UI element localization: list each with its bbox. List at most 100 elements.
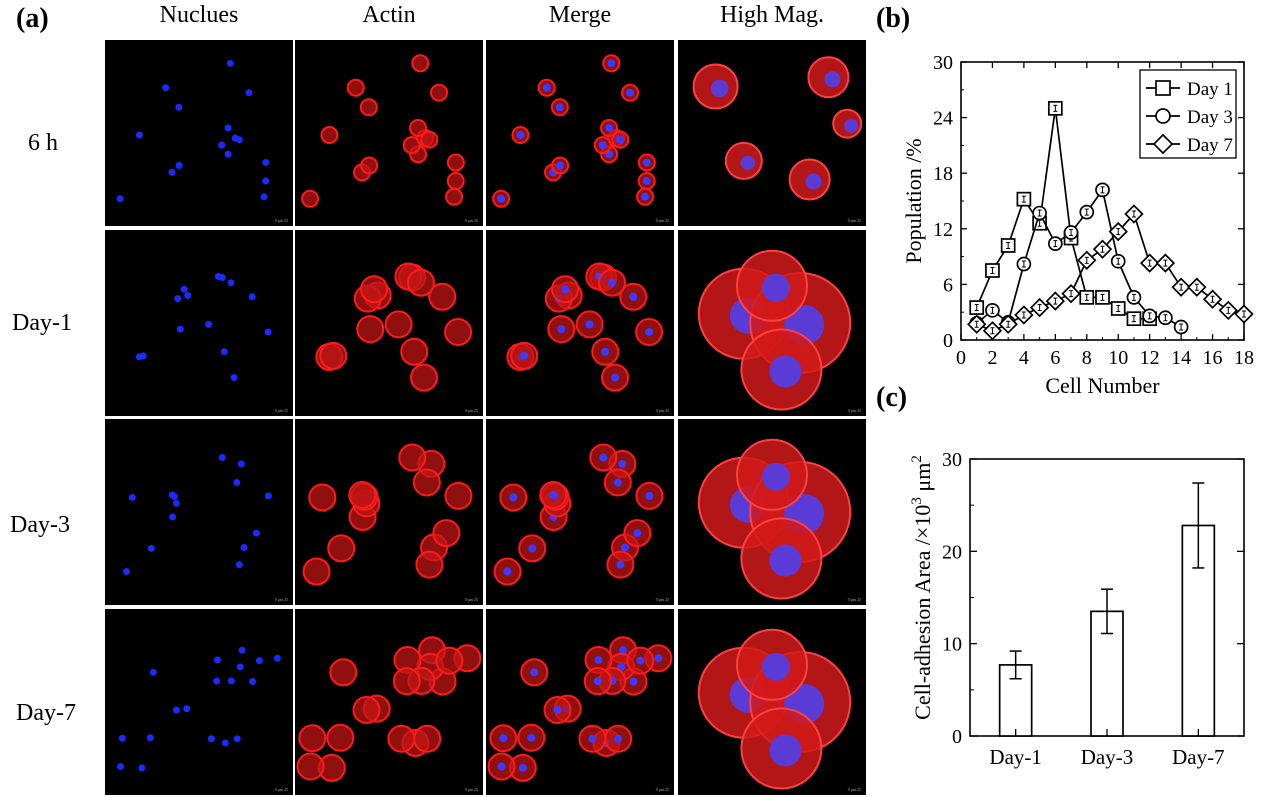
nucleus-dot [169, 513, 177, 521]
data-point [1095, 290, 1110, 305]
data-point [967, 314, 987, 334]
nucleus-dot [162, 84, 170, 92]
micrograph-image: 0 μm 25 [105, 230, 293, 416]
merged-nucleus [553, 705, 562, 714]
data-point [1108, 221, 1128, 242]
y-label-main: Cell-adhesion Area /×10 [910, 505, 935, 720]
data-point [1029, 297, 1050, 318]
data-point [985, 302, 1000, 318]
row-label-day3: Day-3 [10, 512, 70, 538]
cell-nucleus [762, 273, 790, 302]
cell-nucleus [762, 462, 790, 491]
nucleus-dot [117, 763, 125, 771]
actin-cell [384, 310, 413, 339]
nucleus-dot [273, 654, 281, 662]
nucleus-dot [149, 668, 157, 676]
data-point [1095, 182, 1110, 198]
merged-nucleus [645, 491, 654, 500]
data-point [1202, 289, 1223, 309]
merged-nucleus [629, 292, 638, 301]
actin-cell [319, 341, 348, 370]
merged-nucleus [618, 459, 627, 468]
nucleus-dot [175, 103, 183, 111]
nucleus-dot [224, 124, 232, 132]
x-tick-label-b: 0 [956, 347, 966, 369]
y-tick-label-b: 18 [933, 163, 953, 185]
actin-cell [298, 724, 327, 753]
micrograph-day7-actin: 0 μm 25 [295, 609, 483, 795]
x-tick-label-b: 4 [1019, 347, 1029, 369]
cell-nucleus [824, 71, 841, 88]
actin-cell [402, 136, 421, 155]
merged-nucleus [503, 567, 512, 576]
nucleus-dot [245, 89, 253, 97]
y-tick-label-b: 6 [943, 274, 953, 296]
merged-nucleus [626, 88, 635, 97]
actin-cell [412, 468, 441, 497]
data-point [1187, 277, 1207, 297]
scale-bar-text: 0 μm 25 [656, 408, 669, 413]
scale-bar-text: 0 μm 25 [656, 218, 669, 223]
nucleus-dot [176, 325, 184, 333]
actin-cell [420, 130, 439, 149]
scale-bar-text: 0 μm 25 [848, 787, 861, 792]
scale-bar-text: 0 μm 25 [465, 787, 478, 792]
merged-nucleus [516, 131, 525, 140]
nucleus-dot [172, 706, 180, 714]
merged-nucleus [645, 327, 654, 336]
panel-b-label: (b) [876, 3, 911, 34]
nucleus-dot [255, 657, 263, 665]
merged-nucleus [633, 529, 642, 538]
series-diamond [967, 204, 1254, 341]
panel-a-label: (a) [16, 3, 49, 34]
nucleus-dot [262, 158, 270, 166]
actin-cell [296, 752, 325, 781]
x-tick-label-b: 14 [1171, 347, 1191, 369]
data-point [1110, 253, 1126, 269]
data-point [982, 321, 1003, 341]
legend-label: Day 1 [1187, 79, 1233, 100]
x-tick-label-c: Day-3 [1081, 745, 1133, 769]
micrograph-image: 0 μm 25 [295, 40, 483, 226]
actin-cell [359, 98, 378, 117]
nucleus-dot [175, 161, 183, 169]
series-circle [969, 182, 1189, 335]
scale-bar-text: 0 μm 25 [465, 597, 478, 602]
micrograph-image: 0 μm 25 [295, 230, 483, 416]
cell-nucleus [710, 79, 729, 98]
nucleus-dot [123, 568, 131, 576]
data-point [1110, 301, 1126, 316]
nucleus-dot [205, 320, 213, 328]
merged-nucleus [555, 103, 564, 112]
data-point [1140, 253, 1160, 273]
merged-nucleus [605, 123, 614, 132]
x-tick-label-b: 2 [987, 347, 997, 369]
micrograph-background [105, 609, 293, 795]
merged-nucleus [642, 158, 651, 167]
micrograph-day7-high-mag: 0 μm 25 [678, 609, 866, 795]
data-point [1063, 230, 1079, 246]
nucleus-dot [238, 646, 246, 654]
cell-nucleus [769, 355, 802, 388]
nucleus-dot [146, 734, 154, 742]
nucleus-dot [236, 663, 244, 671]
data-point [1032, 205, 1047, 221]
actin-cell [387, 724, 416, 753]
scale-bar-text: 0 μm 25 [656, 597, 669, 602]
actin-cell [327, 534, 356, 563]
nucleus-dot [168, 491, 176, 499]
nucleus-dot [138, 764, 146, 772]
legend-box [1139, 69, 1237, 159]
micrograph-background [105, 230, 293, 416]
legend-marker [1155, 80, 1171, 96]
actin-cell [326, 723, 355, 752]
nucleus-dot [262, 177, 270, 185]
merged-nucleus [499, 734, 508, 743]
merged-nucleus [530, 668, 539, 677]
y-label-sup: 3 [909, 497, 925, 505]
data-point [1000, 238, 1016, 253]
x-tick-label-b: 6 [1050, 347, 1060, 369]
data-point [1016, 191, 1032, 207]
nucleus-dot [168, 168, 176, 176]
